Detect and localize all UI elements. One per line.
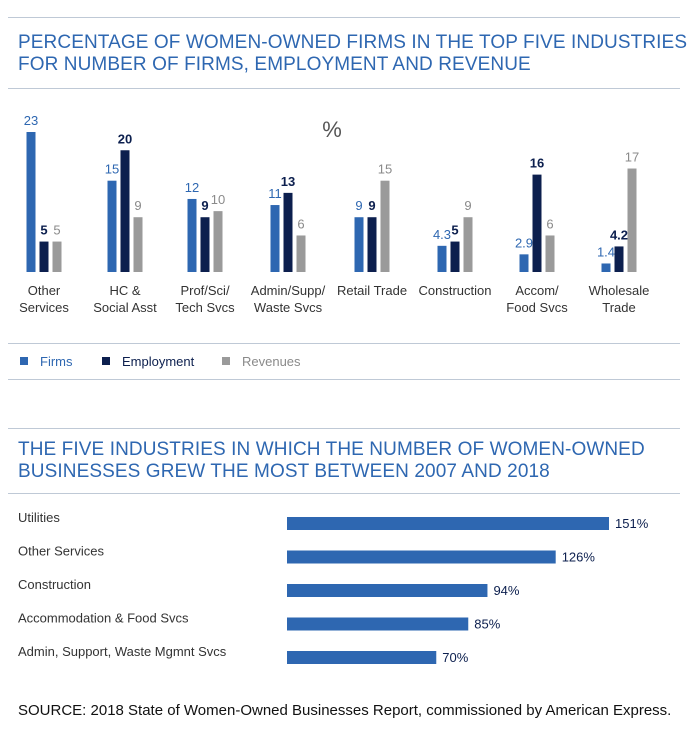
- data-label: 15: [378, 162, 392, 177]
- category-label: Other: [28, 283, 61, 298]
- data-label: 1.4: [597, 244, 615, 259]
- growth-bar: [287, 584, 488, 597]
- growth-bar: [287, 651, 437, 664]
- bar-revenues: [545, 235, 555, 272]
- bar-revenues: [380, 180, 390, 272]
- value-label: 126%: [562, 550, 596, 565]
- bar-employment: [200, 217, 210, 272]
- data-label: 13: [281, 174, 295, 189]
- data-label: 5: [451, 223, 458, 238]
- category-label: Services: [19, 300, 69, 315]
- bar-employment: [532, 174, 542, 272]
- data-label: 6: [546, 216, 553, 231]
- bar-revenues: [627, 168, 637, 272]
- data-label: 16: [530, 156, 544, 171]
- category-label: Retail Trade: [337, 283, 407, 298]
- category-label: HC &: [109, 283, 140, 298]
- legend-label-revenues: Revenues: [242, 354, 301, 369]
- chart2-title: THE FIVE INDUSTRIES IN WHICH THE NUMBER …: [18, 439, 645, 482]
- chart1-unit-label: %: [322, 117, 342, 142]
- bar-employment: [39, 241, 49, 272]
- bar-firms: [601, 263, 611, 272]
- chart1-legend-rule: [8, 343, 680, 344]
- category-label: Wholesale: [589, 283, 650, 298]
- bar-employment: [283, 192, 293, 272]
- bar-employment: [450, 241, 460, 272]
- bar-firms: [437, 245, 447, 272]
- data-label: 12: [185, 180, 199, 195]
- data-label: 10: [211, 192, 225, 207]
- category-label: Utilities: [18, 510, 60, 525]
- legend-swatch-firms: [20, 357, 28, 365]
- category-label: Construction: [18, 577, 91, 592]
- data-label: 4.3: [433, 227, 451, 242]
- data-label: 9: [355, 198, 362, 213]
- category-label: Prof/Sci/: [180, 283, 230, 298]
- data-label: 2.9: [515, 235, 533, 250]
- bar-revenues: [213, 211, 223, 272]
- bar-firms: [107, 180, 117, 272]
- data-label: 9: [368, 198, 375, 213]
- growth-bar: [287, 617, 469, 631]
- category-label: Tech Svcs: [175, 300, 235, 315]
- chart2-top-rule: [8, 428, 680, 429]
- data-label: 9: [464, 198, 471, 213]
- legend-swatch-employment: [102, 357, 110, 365]
- bar-firms: [270, 205, 280, 272]
- data-label: 4.2: [610, 227, 628, 242]
- data-label: 9: [201, 198, 208, 213]
- legend-label-employment: Employment: [122, 354, 195, 369]
- category-label: Waste Svcs: [254, 300, 323, 315]
- growth-bar: [287, 550, 556, 564]
- bar-revenues: [463, 217, 473, 272]
- bar-firms: [354, 217, 364, 272]
- bar-firms: [26, 132, 36, 272]
- category-label: Construction: [419, 283, 492, 298]
- chart2-plot: Utilities 151% Other Services 126% Construct…: [18, 510, 649, 665]
- category-label: Accom/: [515, 283, 559, 298]
- data-label: 23: [24, 113, 38, 128]
- bar-employment: [367, 217, 377, 272]
- value-label: 94%: [493, 583, 519, 598]
- chart2-title-rule: [8, 493, 680, 494]
- legend-swatch-revenues: [222, 357, 230, 365]
- legend-label-firms: Firms: [40, 354, 73, 369]
- chart1-title: PERCENTAGE OF WOMEN-OWNED FIRMS IN THE T…: [18, 32, 688, 75]
- data-label: 15: [105, 162, 119, 177]
- top-rule: [8, 17, 680, 18]
- category-label: Accommodation & Food Svcs: [18, 611, 189, 626]
- bar-revenues: [133, 217, 143, 272]
- data-label: 11: [268, 186, 282, 201]
- data-label: 5: [53, 223, 60, 238]
- chart1-title-rule: [8, 88, 680, 89]
- data-label: 17: [625, 150, 639, 165]
- bar-revenues: [52, 241, 62, 272]
- data-label: 20: [118, 131, 132, 146]
- category-label: Admin, Support, Waste Mgmnt Svcs: [18, 644, 227, 659]
- bar-firms: [519, 254, 529, 272]
- bar-revenues: [296, 235, 306, 272]
- bar-employment: [120, 150, 130, 272]
- chart1-bottom-rule: [8, 379, 680, 380]
- bar-employment: [614, 246, 624, 272]
- value-label: 70%: [442, 650, 468, 665]
- source-note: SOURCE: 2018 State of Women-Owned Busine…: [18, 702, 672, 719]
- category-label: Food Svcs: [506, 300, 568, 315]
- category-label: Other Services: [18, 544, 104, 559]
- category-label: Social Asst: [93, 300, 157, 315]
- bar-firms: [187, 198, 197, 272]
- data-label: 9: [134, 198, 141, 213]
- value-label: 85%: [474, 617, 500, 632]
- data-label: 6: [297, 216, 304, 231]
- growth-bar: [287, 517, 609, 530]
- chart1-legend: Firms Employment Revenues: [20, 354, 301, 369]
- value-label: 151%: [615, 516, 649, 531]
- category-label: Admin/Supp/: [251, 283, 326, 298]
- category-label: Trade: [602, 300, 635, 315]
- data-label: 5: [40, 223, 47, 238]
